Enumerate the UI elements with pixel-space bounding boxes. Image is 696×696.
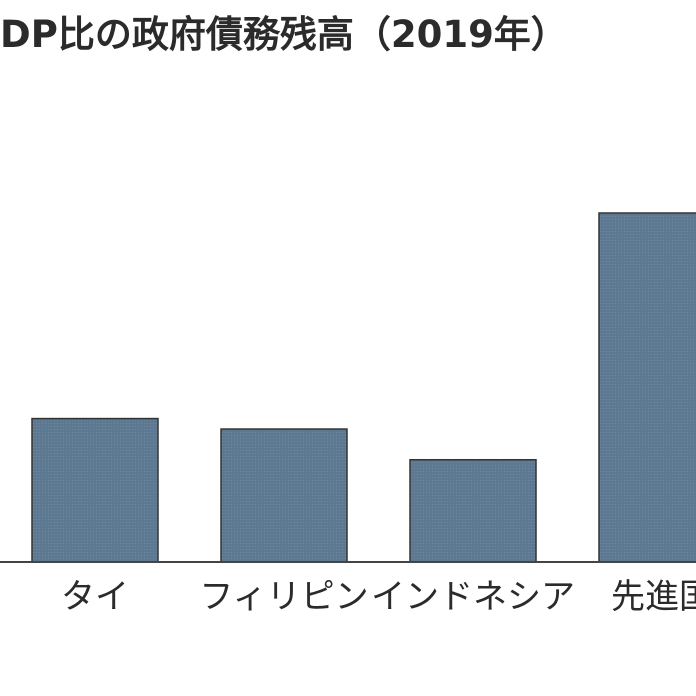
bar-4 [598, 212, 696, 563]
category-label-2: フィリピン [199, 577, 368, 617]
category-labels-group: ルタイフィリピンインドネシア先進国 [61, 577, 696, 617]
category-label-4: 先進国 [611, 577, 696, 617]
bar-1 [31, 417, 159, 563]
bar-3 [409, 458, 537, 563]
chart-title: DP比の政府債務残高（2019年） [0, 13, 568, 56]
bars-group [31, 212, 696, 563]
category-label-3: インドネシア [371, 577, 575, 617]
bar-2 [220, 428, 348, 563]
category-label-1: タイ [61, 577, 129, 617]
